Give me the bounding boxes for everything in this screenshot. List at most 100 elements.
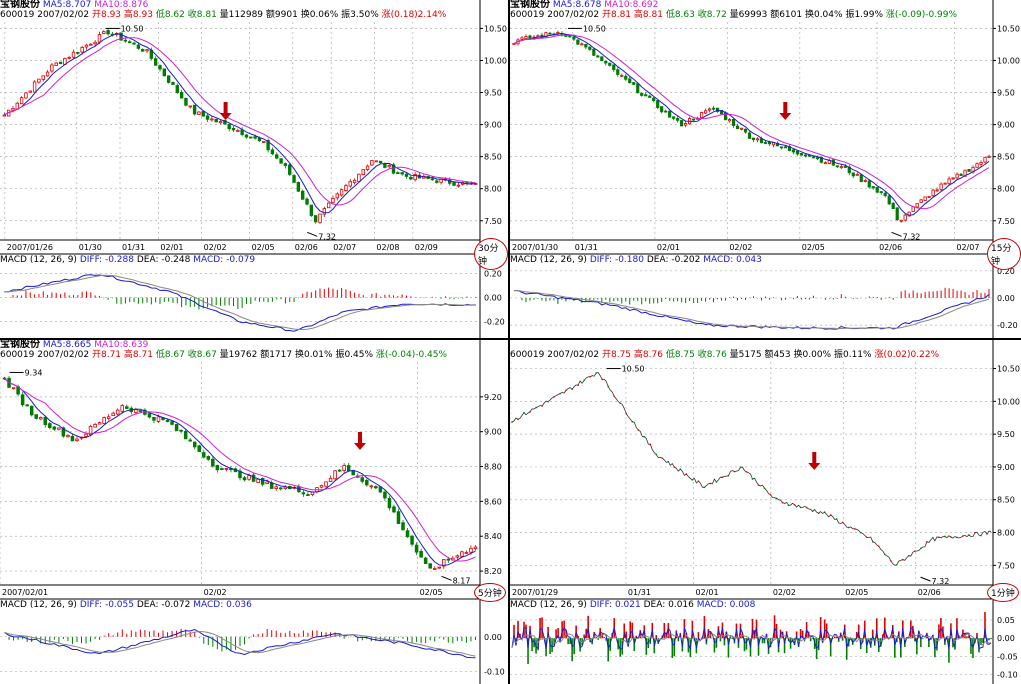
quote-date: 2007/02/02 bbox=[37, 10, 90, 20]
candle-body bbox=[28, 90, 32, 93]
candle-body bbox=[205, 115, 210, 120]
price-tick-mark bbox=[986, 533, 988, 535]
candle-body bbox=[620, 74, 624, 77]
candle-body bbox=[93, 41, 97, 45]
candle-body bbox=[743, 128, 748, 133]
candle-body bbox=[374, 486, 378, 489]
quote-info-row: 600019 2007/02/02 开8.75 高8.76 低8.75 收8.7… bbox=[510, 350, 939, 360]
chart-panel-5min[interactable]: 宝钢股份 MA5:8.665 MA10:8.639 600019 2007/02… bbox=[0, 340, 508, 684]
timeframe-badge[interactable]: 5分钟 bbox=[474, 583, 506, 602]
candle-body bbox=[61, 427, 66, 437]
candle-body bbox=[404, 173, 409, 177]
open-price: 开8.81 bbox=[601, 10, 632, 20]
price-tick-mark bbox=[553, 396, 555, 398]
high-price: 高8.76 bbox=[633, 350, 663, 360]
candle-body bbox=[279, 158, 283, 164]
price-line bbox=[511, 372, 992, 566]
amplitude: 振0.11% bbox=[833, 350, 872, 360]
x-tick-label: 01/31 bbox=[122, 243, 145, 252]
candle-body bbox=[660, 106, 664, 113]
macd-title: MACD (12, 26, 9) bbox=[0, 600, 77, 610]
timeframe-badge[interactable]: 30分钟 bbox=[474, 238, 508, 270]
stock-code: 600019 bbox=[510, 10, 545, 20]
candle-body bbox=[568, 35, 572, 38]
candle-body bbox=[640, 92, 644, 96]
candle-body bbox=[464, 552, 469, 554]
candle-body bbox=[799, 153, 803, 156]
timeframe-badge[interactable]: 1分钟 bbox=[987, 583, 1019, 602]
candle-body bbox=[951, 177, 955, 180]
macd-tick-label: 0.00 bbox=[484, 633, 502, 642]
close-price: 收8.81 bbox=[187, 10, 217, 20]
price-tick-mark bbox=[601, 378, 603, 381]
candle-body bbox=[102, 31, 106, 35]
low-marker bbox=[441, 575, 452, 581]
macd-title: MACD (12, 26, 9) bbox=[510, 255, 587, 265]
price-tick-mark bbox=[908, 554, 910, 557]
candle-body bbox=[301, 492, 306, 495]
price-tick-mark bbox=[745, 471, 748, 473]
ma10-line bbox=[513, 34, 990, 210]
x-tick-label: 02/05 bbox=[420, 588, 443, 597]
candle-body bbox=[731, 118, 736, 126]
candle-body bbox=[218, 121, 223, 124]
macd-value: MACD: 0.008 bbox=[696, 600, 756, 610]
candle-body bbox=[751, 137, 756, 141]
candle-body bbox=[66, 435, 70, 438]
candle-body bbox=[791, 149, 796, 153]
ma5-value: MA5:8.678 bbox=[552, 0, 602, 10]
price-tick-mark bbox=[583, 379, 585, 381]
candle-body bbox=[153, 58, 158, 66]
macd-dea: DEA: -0.072 bbox=[136, 600, 191, 610]
candle-body bbox=[863, 180, 867, 182]
dea-line bbox=[4, 274, 476, 331]
chart-panel-30min[interactable]: 宝钢股份 MA5:8.707 MA10:8.876 600019 2007/02… bbox=[0, 0, 508, 338]
candle-body bbox=[823, 162, 827, 165]
candle-body bbox=[67, 56, 71, 59]
chart-title-row: 宝钢股份 MA5:8.665 MA10:8.639 bbox=[0, 340, 148, 350]
x-tick-label: 02/02 bbox=[729, 243, 752, 252]
x-tick-label: 02/01 bbox=[657, 243, 680, 252]
candle-body bbox=[283, 163, 288, 167]
candle-body bbox=[326, 202, 331, 209]
low-label: 8.17 bbox=[453, 576, 471, 585]
price-tick-mark bbox=[715, 481, 718, 483]
x-tick-label: 02/05 bbox=[802, 243, 825, 252]
y-tick-label: 10.50 bbox=[997, 365, 1020, 374]
chart-title-row: 宝钢股份 MA5:8.678 MA10:8.692 bbox=[510, 0, 658, 10]
price-tick-mark bbox=[823, 511, 826, 513]
ma10-value: MA10:8.639 bbox=[94, 340, 149, 350]
macd-diff: DIFF: -0.055 bbox=[79, 600, 134, 610]
volume: 量19762 bbox=[219, 350, 258, 360]
candle-body bbox=[700, 112, 704, 119]
candle-body bbox=[223, 120, 227, 125]
candle-body bbox=[41, 75, 45, 80]
price-tick-mark bbox=[703, 486, 706, 489]
candle-body bbox=[628, 78, 632, 84]
low-label: 7.32 bbox=[903, 232, 921, 241]
high-price: 高8.71 bbox=[123, 350, 153, 360]
candle-body bbox=[413, 174, 417, 181]
candle-body bbox=[460, 551, 464, 557]
y-tick-label: 7.50 bbox=[997, 561, 1015, 570]
price-tick-mark bbox=[631, 421, 633, 423]
candle-body bbox=[923, 196, 927, 201]
y-tick-label: 10.00 bbox=[484, 56, 507, 65]
chart-panel-1min[interactable]: 600019 2007/02/02 开8.75 高8.76 低8.75 收8.7… bbox=[510, 340, 1021, 684]
candle-body bbox=[106, 416, 111, 419]
candle-body bbox=[855, 173, 859, 176]
price-tick-mark bbox=[926, 541, 928, 543]
macd-value: MACD: -0.079 bbox=[193, 255, 256, 265]
candle-body bbox=[584, 43, 588, 48]
peak-label: 10.50 bbox=[622, 365, 645, 374]
timeframe-badge[interactable]: 15分钟 bbox=[987, 238, 1021, 270]
candle-body bbox=[891, 202, 895, 210]
candle-body bbox=[52, 426, 57, 430]
chart-panel-15min[interactable]: 宝钢股份 MA5:8.678 MA10:8.692 600019 2007/02… bbox=[510, 0, 1021, 338]
candle-body bbox=[915, 203, 919, 208]
y-tick-label: 9.00 bbox=[997, 463, 1015, 472]
y-tick-label: 8.50 bbox=[997, 153, 1015, 162]
candle-body bbox=[352, 179, 357, 183]
amount: 额453 bbox=[764, 350, 791, 360]
volume: 量69993 bbox=[729, 10, 768, 20]
